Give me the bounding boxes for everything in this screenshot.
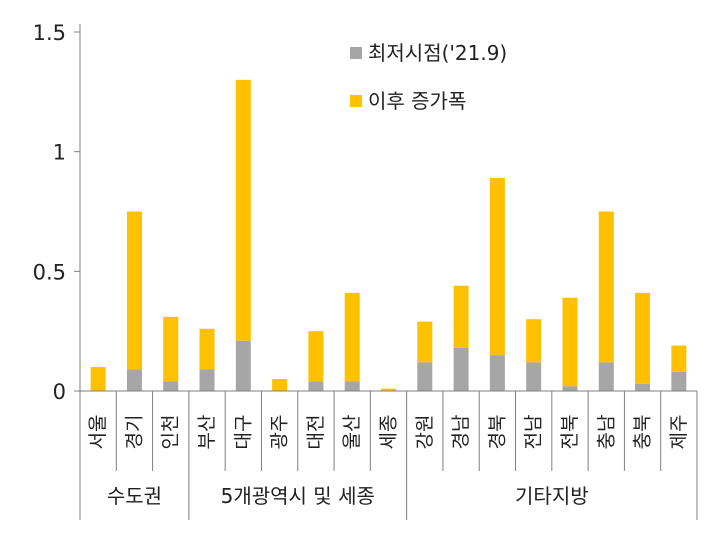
bar-segment-increase — [635, 292, 651, 384]
x-group-label: 기타지방 — [515, 484, 589, 508]
x-category-label: 인천 — [160, 415, 182, 450]
x-group-label: 수도권 — [107, 484, 162, 508]
bar-segment-increase — [272, 379, 288, 391]
bar-segment-increase — [381, 388, 396, 391]
x-category-label: 울산 — [341, 415, 363, 450]
bar-segment-base — [417, 362, 433, 391]
bar-segment-increase — [199, 328, 215, 370]
x-category-label: 부산 — [196, 415, 218, 450]
x-category-label: 경기 — [123, 415, 145, 450]
bar-segment-base — [344, 381, 360, 391]
bar-segment-increase — [562, 297, 578, 387]
bar-segment-increase — [417, 321, 433, 363]
x-category-label: 전북 — [559, 415, 581, 450]
y-tick-label: 0 — [53, 380, 66, 404]
x-category-label: 대전 — [305, 415, 327, 450]
bar-segment-base — [562, 386, 578, 391]
bar-segment-increase — [453, 285, 469, 348]
bar-segment-base — [163, 381, 179, 391]
x-group-label: 5개광역시 및 세종 — [221, 484, 375, 508]
bar-segment-base — [453, 347, 469, 391]
bar-segment-increase — [235, 79, 251, 341]
bar-segment-increase — [344, 292, 360, 382]
bar-segment-base — [308, 381, 324, 391]
bar-segment-base — [671, 371, 687, 391]
legend-label: 최저시점('21.9) — [368, 41, 507, 65]
x-category-label: 광주 — [269, 415, 291, 450]
bar-segment-base — [526, 362, 542, 391]
x-category-label: 경남 — [450, 415, 472, 450]
bar-segment-increase — [163, 316, 179, 382]
x-category-label: 충남 — [595, 415, 617, 450]
x-category-label: 전남 — [523, 415, 545, 450]
bar-segment-base — [235, 340, 251, 391]
bar-segment-increase — [90, 367, 106, 391]
bar-segment-base — [199, 369, 215, 391]
bar-segment-increase — [489, 177, 505, 356]
bar-segment-increase — [308, 331, 324, 382]
bar-segment-base — [598, 362, 614, 391]
x-category-label: 강원 — [414, 415, 436, 450]
legend: 최저시점('21.9) 이후 증가폭 — [350, 41, 507, 113]
y-axis: 0 0.5 1 1.5 — [33, 21, 81, 404]
legend-swatch — [350, 95, 362, 107]
bar-segment-increase — [126, 211, 142, 370]
x-category-label: 대구 — [232, 415, 254, 450]
legend-swatch — [350, 47, 362, 59]
x-category-label: 경북 — [486, 415, 508, 450]
y-tick-label: 1 — [53, 141, 66, 165]
bars — [90, 79, 687, 391]
bar-segment-increase — [526, 319, 542, 363]
bar-segment-base — [489, 355, 505, 391]
x-category-label: 제주 — [668, 415, 690, 450]
bar-segment-increase — [671, 345, 687, 372]
bar-segment-base — [126, 369, 142, 391]
x-category-label: 충북 — [632, 415, 654, 450]
x-category-label: 서울 — [87, 415, 109, 450]
bar-segment-base — [635, 383, 651, 391]
legend-label: 이후 증가폭 — [368, 89, 466, 113]
x-category-label: 세종 — [378, 415, 400, 450]
y-tick-label: 0.5 — [33, 260, 66, 284]
bar-segment-increase — [598, 211, 614, 363]
y-tick-label: 1.5 — [33, 21, 66, 45]
